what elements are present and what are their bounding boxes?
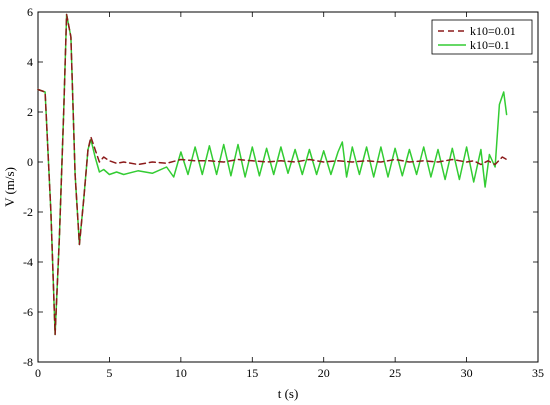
- x-tick-label: 30: [461, 366, 473, 380]
- y-tick-label: 0: [27, 155, 33, 169]
- legend-label-k10-0.1: k10=0.1: [470, 38, 510, 52]
- y-tick-label: 6: [27, 5, 33, 19]
- x-tick-label: 10: [175, 366, 187, 380]
- series-layer: [37, 13, 508, 336]
- y-tick-label: 2: [27, 105, 33, 119]
- legend: k10=0.01 k10=0.1: [431, 19, 533, 55]
- x-tick-label: 15: [246, 366, 258, 380]
- x-tick-label: 5: [106, 366, 112, 380]
- legend-box: [431, 19, 533, 55]
- x-tick-label: 20: [318, 366, 330, 380]
- y-tick-label: -2: [23, 205, 33, 219]
- legend-label-k10-0.01: k10=0.01: [470, 24, 516, 38]
- x-axis-label: t (s): [278, 386, 299, 401]
- axis-ticks: [37, 11, 539, 363]
- y-tick-label: -4: [23, 255, 33, 269]
- x-tick-label: 25: [389, 366, 401, 380]
- plot-area-frame: [37, 11, 539, 363]
- axis-tick-labels: 0 5 10 15 20 25 30 35 -8 -6 -4 -2 0 2 4 6: [23, 5, 544, 380]
- y-axis-label: V (m/s): [2, 167, 17, 207]
- y-tick-label: 4: [27, 55, 33, 69]
- series-line-k10=0.1: [37, 13, 508, 336]
- y-tick-label: -8: [23, 355, 33, 369]
- series-line-k10=0.01: [37, 13, 508, 336]
- y-tick-label: -6: [23, 305, 33, 319]
- x-tick-label: 0: [35, 366, 41, 380]
- x-tick-label: 35: [532, 366, 544, 380]
